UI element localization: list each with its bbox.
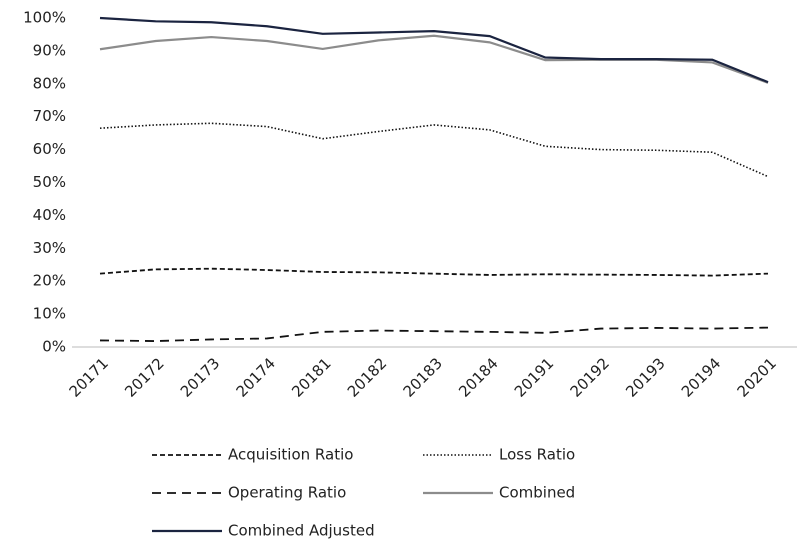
series-line — [99, 122, 769, 178]
y-tick-label: 50% — [33, 173, 66, 191]
y-tick-label: 100% — [23, 9, 66, 27]
x-tick-label: 20173 — [177, 354, 223, 400]
y-tick-label: 10% — [33, 305, 66, 323]
y-tick-label: 60% — [33, 140, 66, 158]
series-line — [99, 16, 769, 84]
x-tick-label: 20192 — [567, 354, 613, 400]
legend-label: Combined — [499, 484, 575, 502]
x-tick-label: 20193 — [622, 354, 668, 400]
x-tick-label: 20174 — [233, 354, 279, 400]
y-tick-label: 90% — [33, 41, 66, 59]
x-tick-label: 20181 — [288, 354, 334, 400]
y-tick-label: 20% — [33, 272, 66, 290]
y-tick-label: 40% — [33, 206, 66, 224]
series-line — [99, 326, 769, 342]
x-tick-label: 20194 — [678, 354, 724, 400]
y-tick-label: 30% — [33, 239, 66, 257]
x-tick-label: 20172 — [121, 354, 167, 400]
legend-label: Acquisition Ratio — [228, 446, 353, 464]
x-tick-label: 20201 — [734, 354, 780, 400]
x-tick-label: 20171 — [66, 354, 112, 400]
legend-label: Loss Ratio — [499, 446, 575, 464]
y-tick-label: 70% — [33, 107, 66, 125]
x-tick-label: 20191 — [511, 354, 557, 400]
y-tick-label: 80% — [33, 74, 66, 92]
series-line — [99, 267, 769, 277]
x-tick-label: 20183 — [400, 354, 446, 400]
legend-label: Operating Ratio — [228, 484, 346, 502]
legend-label: Combined Adjusted — [228, 522, 375, 540]
y-tick-label: 0% — [42, 338, 66, 356]
x-tick-label: 20182 — [344, 354, 390, 400]
x-tick-label: 20184 — [455, 354, 501, 400]
